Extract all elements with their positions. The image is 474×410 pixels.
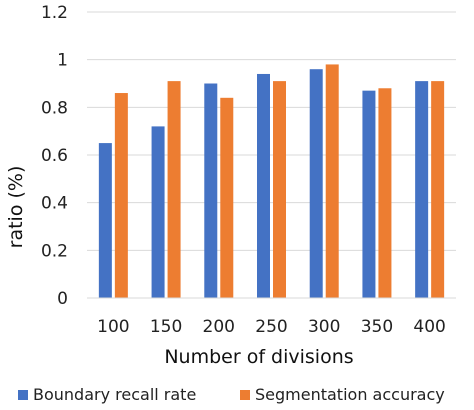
bar-boundary-recall-200: [204, 83, 218, 298]
legend-label: Segmentation accuracy: [255, 385, 445, 404]
y-tick-label: 1: [57, 51, 68, 71]
y-tick-label: 1.2: [41, 3, 68, 23]
x-tick-label: 100: [97, 317, 129, 337]
bar-boundary-recall-150: [151, 126, 165, 299]
bar-boundary-recall-300: [309, 69, 323, 298]
y-tick-label: 0: [57, 289, 68, 309]
x-tick-label: 300: [308, 317, 340, 337]
legend: Boundary recall rate Segmentation accurac…: [18, 385, 445, 404]
x-tick-label: 350: [361, 317, 393, 337]
y-tick-labels: 0 0.2 0.4 0.6 0.8 1 1.2: [41, 3, 68, 309]
bar-segmentation-accuracy-200: [220, 97, 234, 298]
bar-segmentation-accuracy-400: [431, 81, 445, 298]
x-tick-labels: 100 150 200 250 300 350 400: [97, 317, 446, 337]
y-tick-label: 0.4: [41, 194, 68, 214]
y-tick-label: 0.8: [41, 98, 68, 118]
bar-boundary-recall-400: [415, 81, 429, 298]
bar-boundary-recall-250: [257, 73, 270, 298]
legend-swatch: [18, 390, 28, 400]
x-axis-label: Number of divisions: [164, 346, 353, 368]
bar-boundary-recall-100: [98, 143, 112, 298]
y-tick-label: 0.6: [41, 146, 68, 166]
legend-swatch: [240, 390, 250, 400]
bar-segmentation-accuracy-150: [167, 81, 181, 298]
y-tick-label: 0.2: [41, 241, 68, 261]
bar-segmentation-accuracy-100: [114, 93, 128, 299]
x-tick-label: 150: [150, 317, 182, 337]
x-tick-label: 200: [203, 317, 235, 337]
bar-segmentation-accuracy-300: [325, 64, 339, 298]
legend-label: Boundary recall rate: [33, 385, 196, 404]
bar-segmentation-accuracy-350: [378, 88, 392, 299]
bars: [98, 64, 445, 299]
x-tick-label: 400: [413, 317, 445, 337]
y-axis-label: ratio (%): [5, 166, 27, 249]
bar-segmentation-accuracy-250: [273, 81, 286, 298]
bar-boundary-recall-350: [362, 90, 376, 299]
gridlines: [87, 11, 456, 251]
x-tick-label: 250: [255, 317, 287, 337]
